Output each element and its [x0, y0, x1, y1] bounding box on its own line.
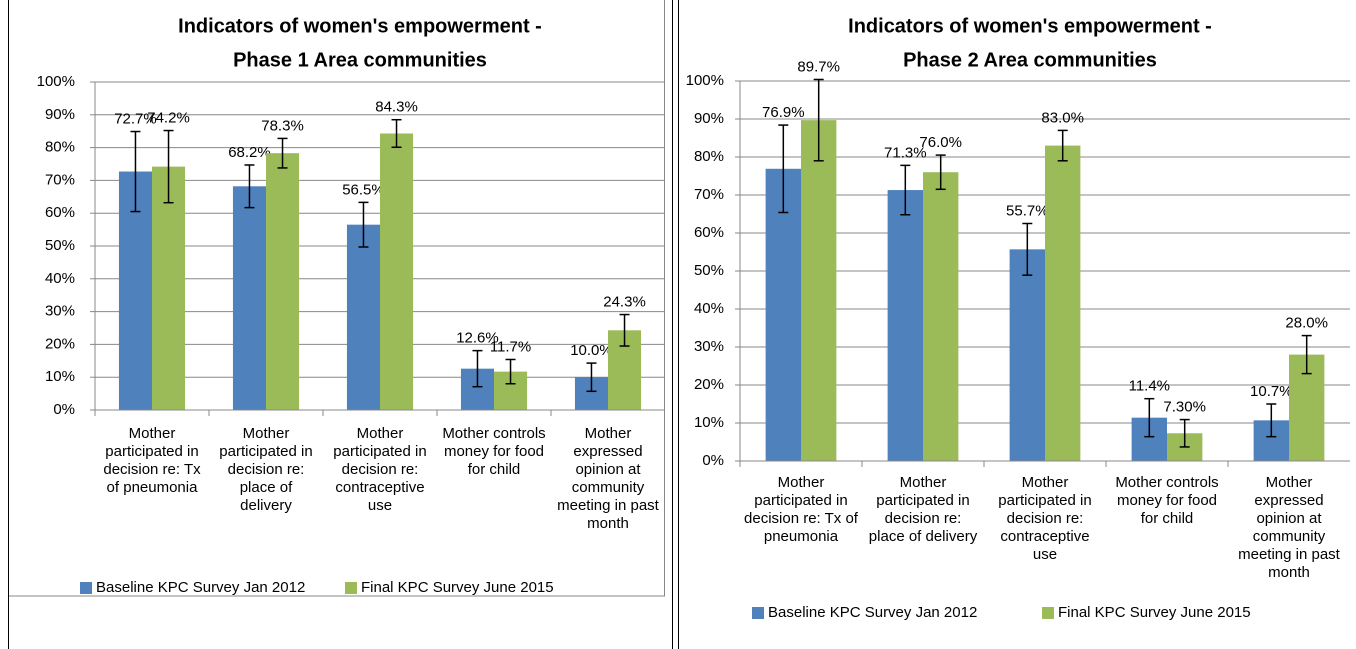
data-label: 89.7%: [797, 58, 840, 75]
x-tick-label: Mother participated in decision re: Tx o…: [103, 425, 201, 496]
data-label: 10.0%: [570, 342, 613, 359]
y-tick-label: 40%: [694, 300, 724, 317]
y-tick-label: 80%: [694, 148, 724, 165]
bar: [801, 120, 837, 461]
x-tick-label: Mother expressed opinion at community me…: [1238, 474, 1340, 581]
legend-label: Final KPC Survey June 2015: [1058, 604, 1251, 621]
legend-label: Baseline KPC Survey Jan 2012: [768, 604, 977, 621]
y-tick-label: 80%: [45, 139, 75, 156]
y-tick-label: 100%: [686, 72, 724, 89]
x-tick-label: Mother participated in decision re: cont…: [333, 425, 427, 514]
bar: [923, 172, 959, 461]
bar: [1045, 145, 1081, 461]
data-label: 84.3%: [375, 99, 418, 116]
x-tick-label: Mother expressed opinion at community me…: [557, 425, 659, 532]
y-tick-label: 60%: [694, 224, 724, 241]
bar: [152, 166, 186, 410]
data-label: 24.3%: [603, 294, 646, 311]
bar: [1009, 249, 1045, 461]
data-label: 76.0%: [919, 134, 962, 151]
chart-title: Phase 1 Area communities: [233, 49, 487, 71]
data-label: 56.5%: [342, 181, 385, 198]
bar: [346, 224, 380, 410]
y-tick-label: 50%: [45, 237, 75, 254]
bar: [380, 133, 414, 410]
legend-label: Final KPC Survey June 2015: [361, 579, 554, 596]
y-tick-label: 50%: [694, 262, 724, 279]
x-tick-label: Mother participated in decision re: Tx o…: [744, 474, 858, 545]
data-label: 71.3%: [884, 144, 927, 161]
y-tick-label: 30%: [694, 338, 724, 355]
data-label: 74.2%: [147, 110, 190, 127]
data-label: 78.3%: [261, 117, 304, 134]
y-tick-label: 10%: [694, 414, 724, 431]
legend-swatch: [345, 582, 357, 594]
y-tick-label: 60%: [45, 204, 75, 221]
y-tick-label: 90%: [45, 106, 75, 123]
y-tick-label: 40%: [45, 270, 75, 287]
legend-swatch: [80, 582, 92, 594]
y-tick-label: 100%: [37, 73, 75, 90]
x-tick-label: Mother controls money for food for child: [1115, 474, 1219, 527]
bar: [887, 190, 923, 461]
chart-title: Indicators of women's empowerment -: [848, 15, 1212, 37]
legend-swatch: [1042, 607, 1054, 619]
y-tick-label: 0%: [702, 452, 724, 469]
data-label: 72.7%: [114, 110, 157, 127]
data-label: 83.0%: [1041, 109, 1084, 126]
y-tick-label: 70%: [694, 186, 724, 203]
data-label: 76.9%: [762, 104, 805, 121]
data-label: 55.7%: [1006, 202, 1049, 219]
chart-title: Indicators of women's empowerment -: [178, 15, 542, 37]
x-tick-label: Mother participated in decision re: cont…: [998, 474, 1092, 563]
data-label: 11.4%: [1129, 378, 1170, 395]
legend-swatch: [752, 607, 764, 619]
data-label: 11.7%: [490, 338, 531, 355]
x-tick-label: Mother participated in decision re: plac…: [868, 474, 978, 545]
y-tick-label: 30%: [45, 303, 75, 320]
y-tick-label: 70%: [45, 171, 75, 188]
y-tick-label: 0%: [53, 401, 75, 418]
data-label: 10.7%: [1250, 383, 1293, 400]
legend-label: Baseline KPC Survey Jan 2012: [96, 579, 305, 596]
y-tick-label: 90%: [694, 110, 724, 127]
chart-title: Phase 2 Area communities: [903, 49, 1157, 71]
y-tick-label: 10%: [45, 368, 75, 385]
data-label: 28.0%: [1285, 315, 1328, 332]
y-tick-label: 20%: [45, 335, 75, 352]
x-tick-label: Mother controls money for food for child: [442, 425, 546, 478]
bar: [232, 186, 266, 410]
data-label: 7.30%: [1163, 399, 1206, 416]
x-tick-label: Mother participated in decision re: plac…: [219, 425, 313, 514]
bar: [765, 168, 801, 461]
data-label: 12.6%: [456, 330, 499, 347]
data-label: 68.2%: [228, 144, 271, 161]
bar: [266, 153, 300, 410]
y-tick-label: 20%: [694, 376, 724, 393]
